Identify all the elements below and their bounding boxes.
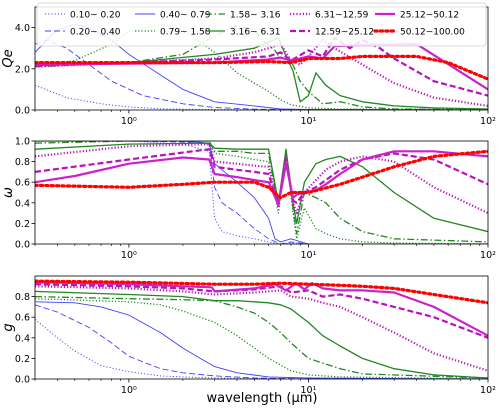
y-tick-label: 0.2 [15, 219, 30, 230]
series-line-1 [35, 84, 488, 110]
y-tick-label: 0.0 [15, 240, 30, 251]
x-tick-label: 10² [480, 116, 496, 127]
x-tick-label: 10⁰ [121, 116, 137, 127]
legend-label: 12.59~25.12 [315, 28, 374, 38]
legend-label: 0.20~ 0.40 [70, 28, 121, 38]
x-tick-label: 10⁰ [121, 250, 137, 261]
plot-frame [34, 275, 489, 380]
series-line-4 [35, 298, 488, 379]
x-tick-label: 10¹ [300, 250, 316, 261]
y-axis-label: Qe [1, 49, 16, 67]
series-line-10 [35, 54, 488, 81]
y-tick-label: 0.6 [15, 313, 30, 324]
series-line-3 [35, 301, 488, 379]
y-tick-label: 0.8 [15, 157, 30, 168]
legend: 0.10~ 0.20 0.20~ 0.40 0.40~ 0.79 0.79~ 1.58… [36, 2, 487, 47]
legend-box [36, 2, 487, 47]
series-line-7 [35, 143, 488, 215]
series-line-6 [35, 142, 488, 233]
y-tick-label: 0.0 [15, 375, 30, 386]
series-line-2 [35, 304, 488, 379]
y-tick-label: 0.6 [15, 178, 30, 189]
series-line-9 [35, 150, 488, 206]
series-line-2 [35, 39, 488, 110]
legend-label: 0.40~ 0.79 [160, 11, 211, 21]
omega-panel: 0.0 0.2 0.4 0.6 0.8 1.0 10⁰ 10¹ 10² ω [1, 137, 496, 262]
legend-label: 0.10~ 0.20 [70, 11, 121, 21]
series-line-1 [35, 141, 488, 244]
y-tick-label: 4.0 [15, 23, 30, 34]
y-tick-label: 0.0 [15, 106, 30, 117]
series-line-6 [35, 37, 488, 110]
legend-label: 0.79~ 1.58 [160, 28, 211, 38]
series-line-8 [35, 36, 488, 97]
x-tick-label: 10⁰ [121, 385, 137, 396]
legend-label: 50.12~100.00 [400, 28, 465, 38]
g-panel: 0.0 0.2 0.4 0.6 0.8 10⁰ 10¹ 10² g [1, 275, 496, 396]
legend-label: 25.12~50.12 [400, 11, 459, 21]
y-tick-label: 0.4 [15, 333, 30, 344]
y-tick-label: 0.8 [15, 292, 30, 303]
x-tick-label: 10¹ [300, 116, 316, 127]
series-line-10 [35, 279, 488, 305]
x-axis-label: wavelength (μm) [207, 391, 318, 406]
y-axis-label: g [1, 323, 16, 331]
plot-frame [34, 140, 489, 245]
series-line-8 [35, 148, 488, 207]
series-line-5 [35, 295, 488, 379]
y-tick-label: 2.0 [15, 64, 30, 75]
y-axis-label: ω [1, 187, 16, 198]
series-line-6 [35, 290, 488, 379]
y-tick-label: 1.0 [15, 137, 30, 148]
series-line-5 [35, 141, 488, 243]
x-tick-label: 10² [480, 385, 496, 396]
x-tick-label: 10¹ [300, 385, 316, 396]
series-line-1 [35, 318, 488, 379]
y-tick-label: 0.2 [15, 354, 30, 365]
series-line-10 [35, 149, 488, 200]
legend-label: 6.31~12.59 [315, 11, 369, 21]
series-line-7 [35, 38, 488, 107]
series-line-4 [35, 23, 488, 110]
legend-label: 1.58~ 3.16 [230, 11, 281, 21]
series-line-9 [35, 281, 488, 337]
y-tick-label: 0.4 [15, 198, 30, 209]
series-line-7 [35, 285, 488, 372]
series-line-2 [35, 141, 488, 244]
x-tick-label: 10² [480, 250, 496, 261]
series-line-8 [35, 283, 488, 339]
legend-label: 3.16~ 6.31 [230, 28, 280, 38]
